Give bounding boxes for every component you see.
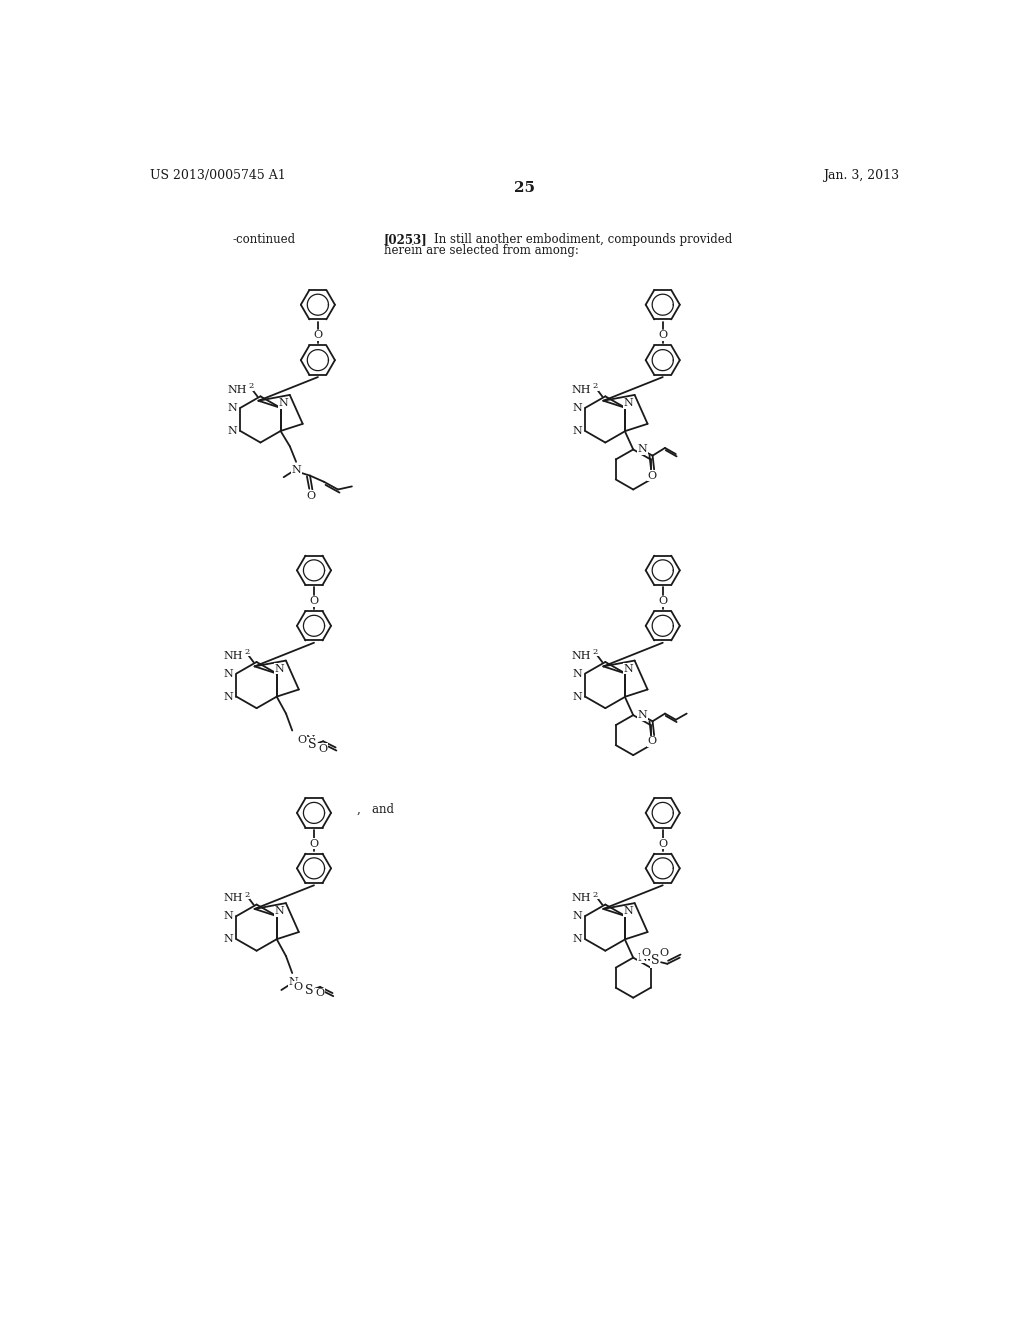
Text: NH: NH	[223, 651, 243, 661]
Text: 2: 2	[593, 383, 598, 391]
Text: O: O	[313, 330, 323, 341]
Text: ,   and: , and	[356, 803, 393, 816]
Text: N: N	[279, 399, 289, 408]
Text: O: O	[306, 491, 315, 500]
Text: In still another embodiment, compounds provided: In still another embodiment, compounds p…	[434, 232, 732, 246]
Text: O: O	[647, 471, 656, 480]
Text: N: N	[227, 426, 238, 436]
Text: [0253]: [0253]	[384, 232, 427, 246]
Text: 2: 2	[593, 891, 598, 899]
Text: N: N	[224, 692, 233, 702]
Text: 2: 2	[248, 383, 253, 391]
Text: 25: 25	[514, 181, 536, 194]
Text: O: O	[641, 948, 650, 958]
Text: N: N	[274, 907, 285, 916]
Text: N: N	[227, 403, 238, 413]
Text: S: S	[308, 738, 316, 751]
Text: N: N	[289, 977, 299, 986]
Text: N: N	[624, 664, 634, 675]
Text: N: N	[624, 399, 634, 408]
Text: O: O	[297, 735, 306, 744]
Text: US 2013/0005745 A1: US 2013/0005745 A1	[150, 169, 286, 182]
Text: N: N	[274, 664, 285, 675]
Text: O: O	[309, 597, 318, 606]
Text: O: O	[658, 330, 668, 341]
Text: 2: 2	[244, 891, 250, 899]
Text: O: O	[309, 838, 318, 849]
Text: NH: NH	[571, 385, 592, 395]
Text: N: N	[638, 953, 647, 962]
Text: N: N	[638, 710, 647, 721]
Text: N: N	[572, 403, 583, 413]
Text: N: N	[638, 445, 647, 454]
Text: O: O	[658, 838, 668, 849]
Text: HN: HN	[296, 735, 315, 744]
Text: NH: NH	[223, 894, 243, 903]
Text: 2: 2	[244, 648, 250, 656]
Text: O: O	[659, 948, 669, 958]
Text: 2: 2	[593, 648, 598, 656]
Text: O: O	[315, 989, 325, 998]
Text: N: N	[224, 911, 233, 921]
Text: herein are selected from among:: herein are selected from among:	[384, 244, 579, 257]
Text: N: N	[624, 907, 634, 916]
Text: O: O	[658, 597, 668, 606]
Text: N: N	[572, 692, 583, 702]
Text: N: N	[572, 426, 583, 436]
Text: N: N	[224, 935, 233, 944]
Text: -continued: -continued	[232, 232, 295, 246]
Text: N: N	[572, 911, 583, 921]
Text: O: O	[647, 737, 656, 746]
Text: NH: NH	[571, 894, 592, 903]
Text: N: N	[291, 465, 301, 475]
Text: O: O	[318, 744, 328, 754]
Text: S: S	[650, 954, 659, 968]
Text: N: N	[572, 668, 583, 678]
Text: O: O	[294, 982, 303, 991]
Text: N: N	[572, 935, 583, 944]
Text: S: S	[305, 983, 313, 997]
Text: N: N	[224, 668, 233, 678]
Text: Jan. 3, 2013: Jan. 3, 2013	[823, 169, 899, 182]
Text: NH: NH	[227, 385, 247, 395]
Text: NH: NH	[571, 651, 592, 661]
